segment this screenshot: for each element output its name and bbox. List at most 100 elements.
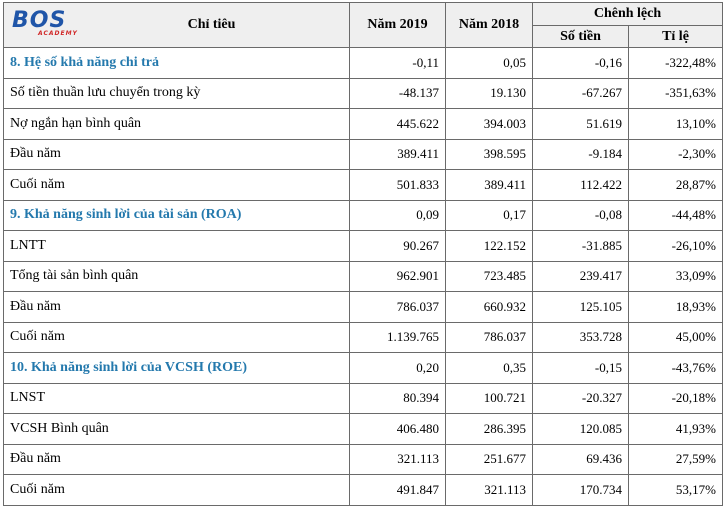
difference-amount: -20.327 (532, 382, 629, 414)
value-2018: 398.595 (445, 138, 533, 170)
value-2019: 962.901 (349, 260, 446, 292)
difference-amount: 170.734 (532, 474, 629, 506)
difference-amount: -0,16 (532, 47, 629, 79)
value-2018: 389.411 (445, 169, 533, 201)
table-body: 8. Hệ số khả năng chi trả -0,11 0,05 -0,16-… (3, 47, 724, 506)
value-2018: 0,17 (445, 199, 533, 231)
value-2018: 100.721 (445, 382, 533, 414)
value-2018: 723.485 (445, 260, 533, 292)
row-label: LNST (3, 382, 350, 414)
ratio-header: Tỉ lệ (627, 25, 724, 48)
indicator-header-label: Chỉ tiêu (187, 17, 236, 32)
value-2018: 0,05 (445, 47, 533, 79)
difference-ratio: 28,87% (627, 169, 724, 201)
value-2019: 389.411 (349, 138, 446, 170)
difference-ratio: 13,10% (627, 108, 724, 140)
difference-ratio: -322,48% (627, 47, 724, 79)
difference-amount: -9.184 (532, 138, 629, 170)
amount-header: Số tiền (532, 25, 629, 48)
value-2019: 90.267 (349, 230, 446, 262)
row-label: Đầu năm (3, 291, 350, 323)
year-2018-header: Năm 2018 (445, 2, 533, 48)
table-row: Đầu năm 321.113 251.677 69.436 27,59% (3, 443, 724, 475)
table-row: Tổng tài sản bình quân 962.901 723.485 239.… (3, 260, 724, 292)
logo-sub-text: ACADEMY (38, 30, 78, 37)
row-label: Số tiền thuần lưu chuyển trong kỳ (3, 77, 350, 109)
row-label: Cuối năm (3, 321, 350, 353)
difference-amount: -67.267 (532, 77, 629, 109)
table-row: Nợ ngắn hạn bình quân 445.622 394.003 51.61… (3, 108, 724, 140)
difference-header: Chênh lệch (531, 2, 724, 26)
difference-ratio: -20,18% (627, 382, 724, 414)
value-2019: 80.394 (349, 382, 446, 414)
difference-ratio: -43,76% (627, 352, 724, 384)
value-2019: 501.833 (349, 169, 446, 201)
table-row: Đầu năm 786.037 660.932 125.105 18,93% (3, 291, 724, 323)
value-2019: 321.113 (349, 443, 446, 475)
difference-ratio: -26,10% (627, 230, 724, 262)
financial-ratio-table: BOS ACADEMY Chỉ tiêu Năm 2019 Năm 2018 C… (3, 2, 724, 506)
difference-ratio: 53,17% (627, 474, 724, 506)
year-2019-header: Năm 2019 (349, 2, 446, 48)
table-row: Số tiền thuần lưu chuyển trong kỳ -48.137… (3, 77, 724, 109)
table-row: Cuối năm 1.139.765 786.037 353.728 45,00% (3, 321, 724, 353)
row-label: Đầu năm (3, 138, 350, 170)
difference-amount: 353.728 (532, 321, 629, 353)
subheader-row: Số tiền Tỉ lệ (4, 25, 724, 48)
difference-amount: 125.105 (532, 291, 629, 323)
value-2019: 445.622 (349, 108, 446, 140)
difference-ratio: -2,30% (627, 138, 724, 170)
value-2018: 786.037 (445, 321, 533, 353)
row-label: Cuối năm (3, 474, 350, 506)
difference-ratio: -44,48% (627, 199, 724, 231)
difference-amount: 120.085 (532, 413, 629, 445)
section-row: 9. Khả năng sinh lời của tài sản (ROA) 0,… (3, 199, 724, 231)
difference-ratio: 41,93% (627, 413, 724, 445)
difference-amount: 239.417 (532, 260, 629, 292)
value-2019: -0,11 (349, 47, 446, 79)
bos-academy-logo: BOS ACADEMY (12, 10, 108, 40)
difference-amount: -31.885 (532, 230, 629, 262)
value-2019: 0,09 (349, 199, 446, 231)
difference-amount: -0,15 (532, 352, 629, 384)
value-2019: -48.137 (349, 77, 446, 109)
value-2018: 19.130 (445, 77, 533, 109)
value-2018: 251.677 (445, 443, 533, 475)
table-row: Cuối năm 491.847 321.113 170.734 53,17% (3, 474, 724, 506)
table-row: VCSH Bình quân 406.480 286.395 120.085 41,93… (3, 413, 724, 445)
difference-ratio: 27,59% (627, 443, 724, 475)
difference-ratio: 18,93% (627, 291, 724, 323)
value-2018: 394.003 (445, 108, 533, 140)
row-label: 8. Hệ số khả năng chi trả (3, 47, 350, 79)
logo-main-text: BOS (12, 8, 67, 33)
table-row: LNST 80.394 100.721 -20.327 -20,18% (3, 382, 724, 414)
row-label: 9. Khả năng sinh lời của tài sản (ROA) (3, 199, 350, 231)
row-label: Tổng tài sản bình quân (3, 260, 350, 292)
table-row: Cuối năm 501.833 389.411 112.422 28,87% (3, 169, 724, 201)
difference-amount: 51.619 (532, 108, 629, 140)
table-row: LNTT 90.267 122.152 -31.885 -26,10% (3, 230, 724, 262)
value-2018: 286.395 (445, 413, 533, 445)
difference-ratio: 45,00% (627, 321, 724, 353)
row-label: Nợ ngắn hạn bình quân (3, 108, 350, 140)
difference-ratio: 33,09% (627, 260, 724, 292)
row-label: 10. Khả năng sinh lời của VCSH (ROE) (3, 352, 350, 384)
section-row: 10. Khả năng sinh lời của VCSH (ROE) 0,20… (3, 352, 724, 384)
row-label: Đầu năm (3, 443, 350, 475)
difference-amount: 112.422 (532, 169, 629, 201)
value-2018: 122.152 (445, 230, 533, 262)
header-row: BOS ACADEMY Chỉ tiêu Năm 2019 Năm 2018 C… (3, 2, 724, 48)
section-row: 8. Hệ số khả năng chi trả -0,11 0,05 -0,16-… (3, 47, 724, 79)
value-2019: 786.037 (349, 291, 446, 323)
value-2019: 491.847 (349, 474, 446, 506)
row-label: VCSH Bình quân (3, 413, 350, 445)
row-label: LNTT (3, 230, 350, 262)
value-2019: 0,20 (349, 352, 446, 384)
value-2018: 0,35 (445, 352, 533, 384)
value-2018: 660.932 (445, 291, 533, 323)
row-label: Cuối năm (3, 169, 350, 201)
indicator-header: BOS ACADEMY Chỉ tiêu (3, 2, 350, 48)
value-2019: 406.480 (349, 413, 446, 445)
difference-amount: -0,08 (532, 199, 629, 231)
value-2018: 321.113 (445, 474, 533, 506)
